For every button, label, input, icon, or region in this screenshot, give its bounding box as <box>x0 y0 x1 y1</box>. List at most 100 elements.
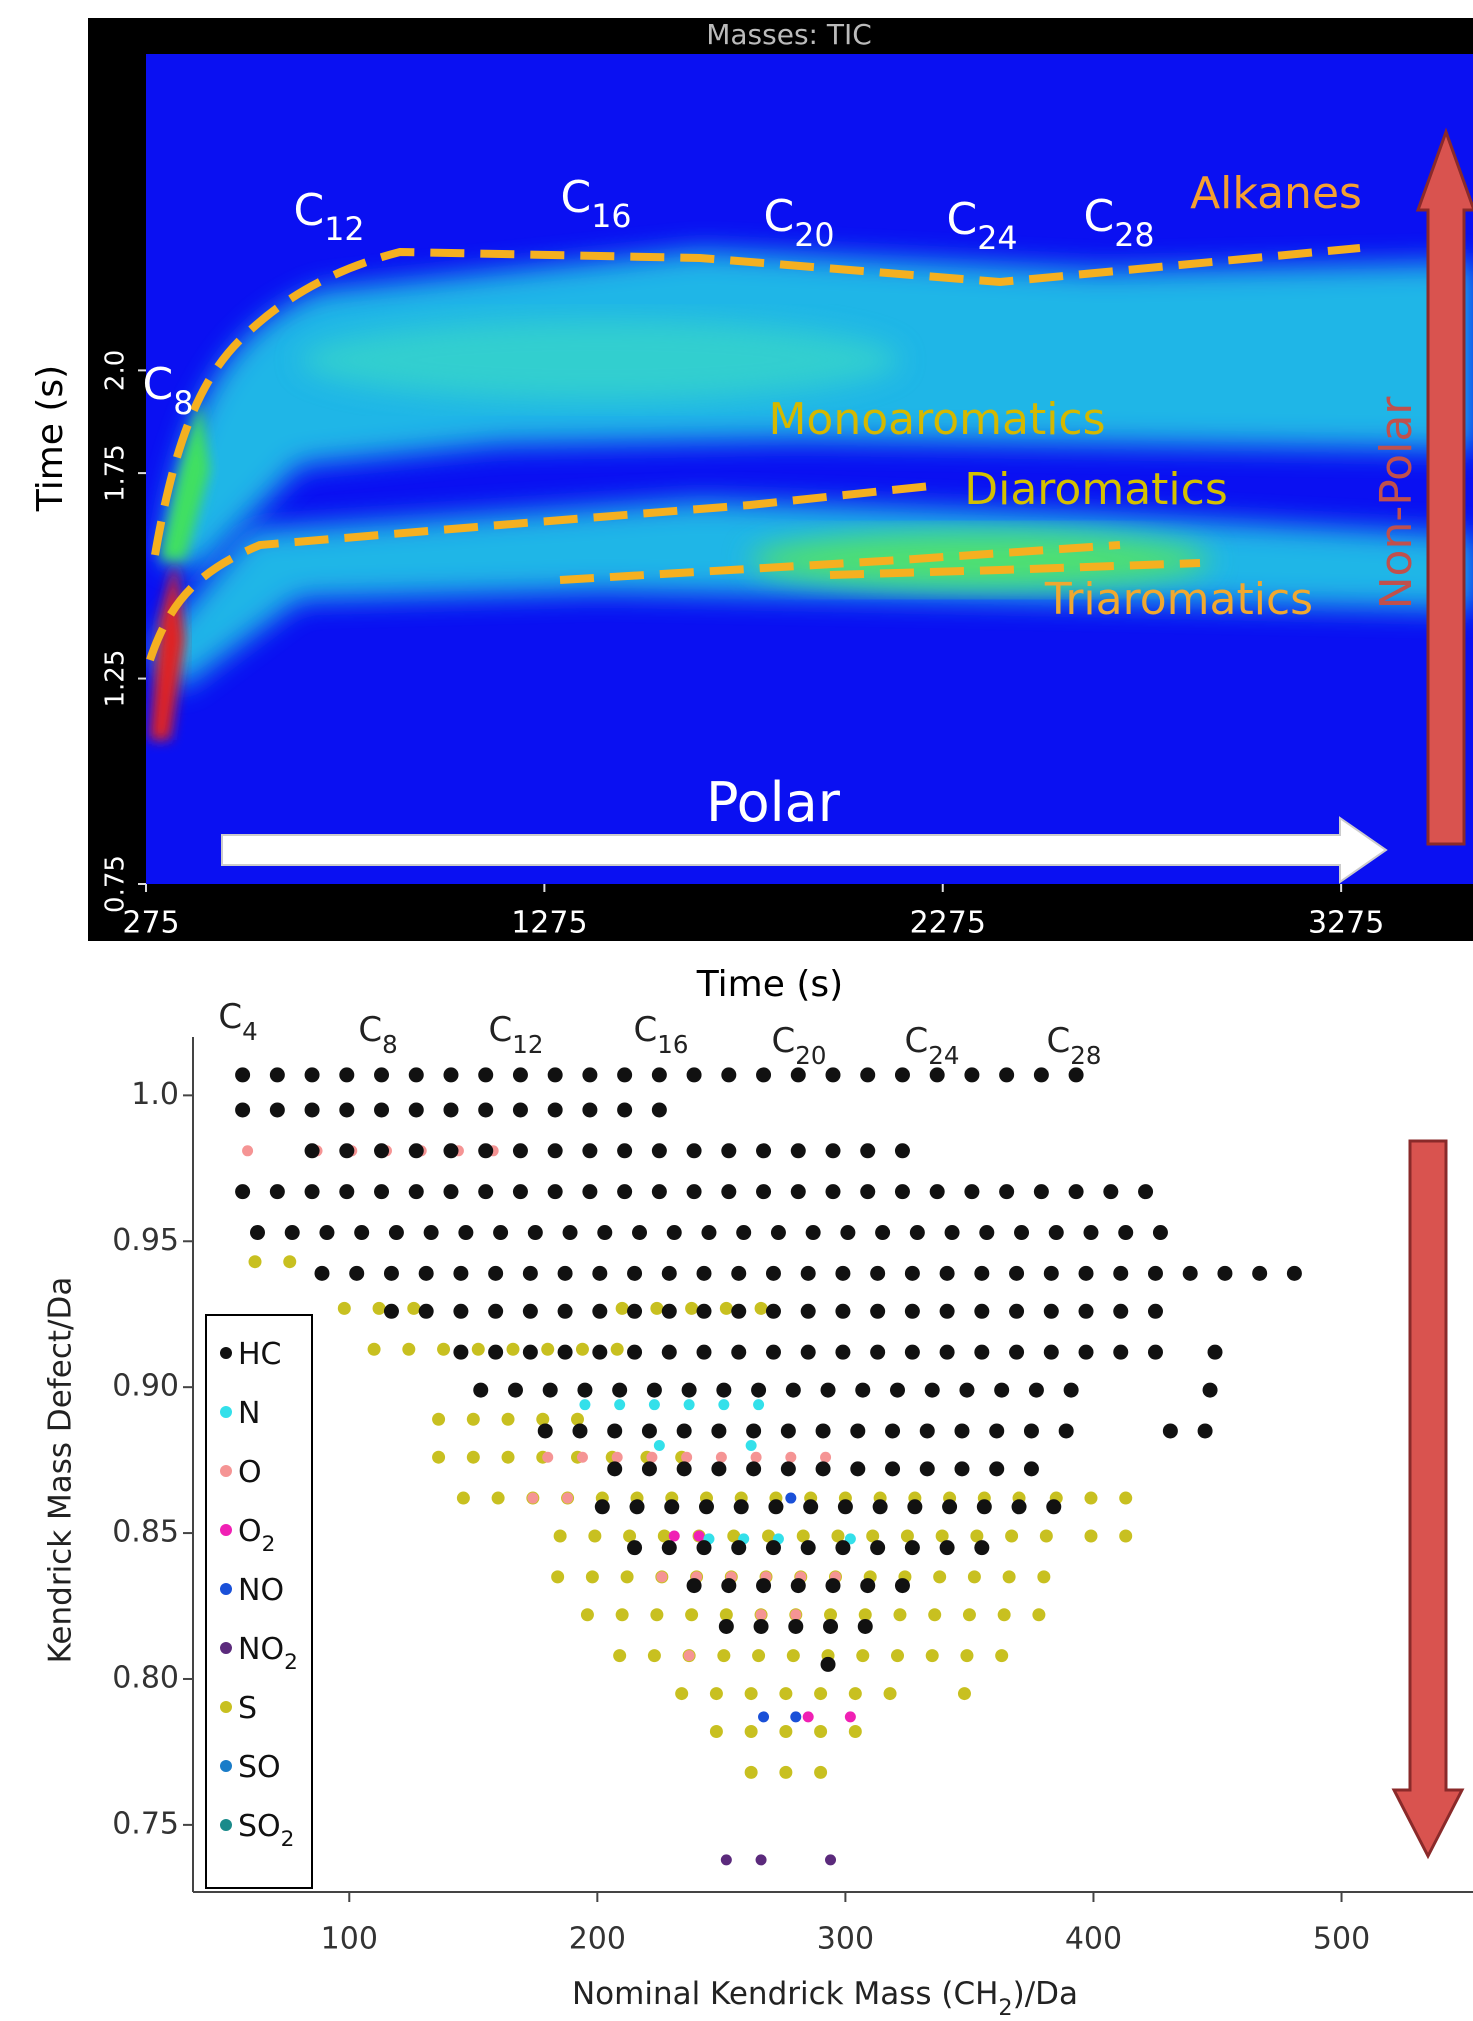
point <box>800 1540 816 1556</box>
legend-marker <box>220 1642 232 1654</box>
point <box>731 1344 747 1360</box>
point <box>785 1382 801 1398</box>
point <box>623 1529 637 1543</box>
point <box>456 1491 470 1505</box>
point <box>613 1649 627 1663</box>
point <box>835 1344 851 1360</box>
signal-peak <box>160 400 210 560</box>
point <box>466 1450 480 1464</box>
point <box>269 1102 285 1118</box>
point <box>790 1578 806 1594</box>
x-tick-label: 1275 <box>511 906 587 941</box>
point <box>304 1143 320 1159</box>
point <box>790 1143 806 1159</box>
point <box>904 1303 920 1319</box>
point <box>814 1765 828 1779</box>
point <box>924 1382 940 1398</box>
point <box>1147 1303 1163 1319</box>
legend-label: HC <box>238 1337 282 1372</box>
point <box>617 1143 633 1159</box>
heatmap-background <box>146 54 1473 884</box>
point <box>1078 1344 1094 1360</box>
point <box>339 1143 355 1159</box>
point <box>547 1067 563 1083</box>
point <box>1023 1461 1039 1477</box>
point <box>283 1255 297 1269</box>
point <box>964 1184 980 1200</box>
point <box>572 1423 588 1439</box>
legend-label: O2 <box>238 1514 275 1557</box>
point <box>907 1499 923 1515</box>
point <box>746 1423 762 1439</box>
point <box>858 1608 872 1622</box>
point <box>478 1184 494 1200</box>
point <box>512 1143 528 1159</box>
point <box>661 1303 677 1319</box>
point <box>657 1529 671 1543</box>
point <box>1078 1303 1094 1319</box>
y-axis-label: Kendrick Mass Defect/Da <box>43 1277 79 1664</box>
point <box>1011 1499 1027 1515</box>
point <box>935 1529 949 1543</box>
point <box>779 1725 793 1739</box>
point <box>779 1687 793 1701</box>
point <box>588 1529 602 1543</box>
point <box>627 1303 643 1319</box>
point <box>432 1412 446 1426</box>
point <box>423 1225 439 1241</box>
point <box>805 1225 821 1241</box>
point <box>592 1344 608 1360</box>
series <box>579 1399 856 1545</box>
annotation: C28 <box>1083 191 1154 254</box>
point <box>339 1067 355 1083</box>
point <box>683 1399 695 1411</box>
annotation: Non-Polar <box>1371 396 1422 610</box>
point <box>632 1225 648 1241</box>
point <box>646 1451 658 1463</box>
point <box>547 1102 563 1118</box>
point <box>646 1382 662 1398</box>
point <box>872 1499 888 1515</box>
point <box>478 1143 494 1159</box>
point <box>860 1184 876 1200</box>
point <box>1023 1423 1039 1439</box>
point <box>458 1225 474 1241</box>
point <box>960 1649 974 1663</box>
point <box>437 1342 451 1356</box>
heatmap <box>146 54 1473 884</box>
point <box>717 1649 731 1663</box>
point <box>939 1540 955 1556</box>
point <box>837 1499 853 1515</box>
point <box>820 1656 836 1672</box>
point <box>501 1412 515 1426</box>
point <box>402 1342 416 1356</box>
x-tick-label: 200 <box>569 1922 626 1957</box>
point <box>979 1225 995 1241</box>
point <box>676 1461 692 1477</box>
point <box>488 1344 504 1360</box>
point <box>904 1344 920 1360</box>
annotation: C8 <box>143 359 194 422</box>
point <box>641 1423 657 1439</box>
point <box>870 1265 886 1281</box>
point <box>686 1143 702 1159</box>
point <box>790 1184 806 1200</box>
point <box>615 1608 629 1622</box>
point <box>1068 1184 1084 1200</box>
point <box>825 1854 837 1866</box>
point <box>1014 1225 1030 1241</box>
legend-marker <box>220 1406 232 1418</box>
point <box>756 1578 772 1594</box>
point <box>610 1342 624 1356</box>
point <box>570 1412 584 1426</box>
point <box>785 1451 797 1463</box>
point <box>580 1608 594 1622</box>
point <box>815 1461 831 1477</box>
point <box>607 1461 623 1477</box>
point <box>857 1618 873 1634</box>
point <box>870 1540 886 1556</box>
legend-marker <box>220 1760 232 1772</box>
point <box>721 1184 737 1200</box>
point <box>235 1067 251 1083</box>
point <box>488 1265 504 1281</box>
